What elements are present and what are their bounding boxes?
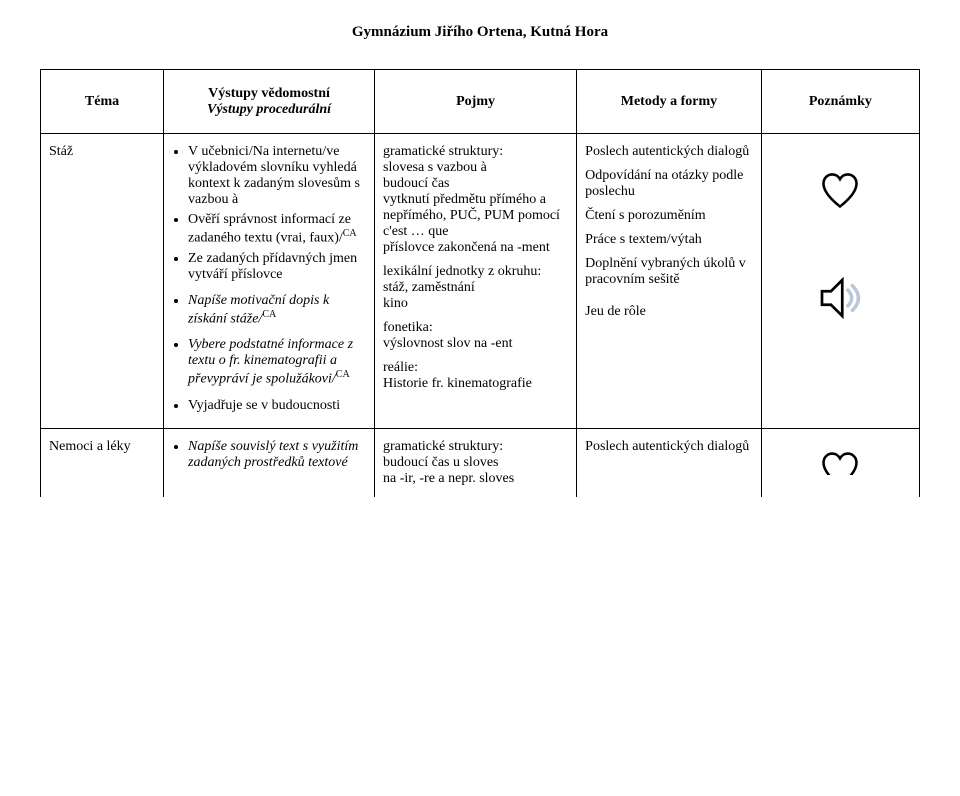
col-vystupy-line2: Výstupy procedurální (172, 102, 366, 118)
text: výslovnost slov na -ent (383, 336, 568, 352)
col-vystupy: Výstupy vědomostní Výstupy procedurální (164, 70, 375, 134)
text: Práce s textem/výtah (585, 232, 753, 248)
list-item: Napíše motivační dopis k získání stáže/C… (188, 293, 366, 328)
superscript: CA (336, 369, 350, 380)
table-row: Stáž V učebnici/Na internetu/ve výkladov… (41, 134, 920, 429)
text: fonetika: (383, 320, 568, 336)
cell-poznamky (761, 134, 919, 429)
text: reálie: (383, 360, 568, 376)
sound-icon (813, 271, 867, 330)
text: Napíše souvislý text s využitím zadaných… (188, 439, 358, 470)
text: gramatické struktury: (383, 439, 568, 455)
list-item: Vybere podstatné informace z textu o fr.… (188, 337, 366, 388)
col-tema: Téma (41, 70, 164, 134)
text: Odpovídání na otázky podle poslechu (585, 168, 753, 200)
text: Vybere podstatné informace z textu o fr.… (188, 337, 353, 387)
page-title: Gymnázium Jiřího Ortena, Kutná Hora (40, 24, 920, 41)
table-header-row: Téma Výstupy vědomostní Výstupy procedur… (41, 70, 920, 134)
list-item: Napíše souvislý text s využitím zadaných… (188, 439, 366, 471)
text: Poslech autentických dialogů (585, 439, 753, 455)
text: Ověří správnost informací ze zadaného te… (188, 212, 351, 246)
list-item: V učebnici/Na internetu/ve výkladovém sl… (188, 144, 366, 208)
cell-tema: Nemoci a léky (41, 428, 164, 497)
text: kino (383, 296, 568, 312)
superscript: CA (262, 309, 276, 320)
list-item: Ověří správnost informací ze zadaného te… (188, 212, 366, 247)
col-pojmy: Pojmy (375, 70, 577, 134)
cell-metody: Poslech autentických dialogů Odpovídání … (577, 134, 762, 429)
text: gramatické struktury: (383, 144, 568, 160)
text: vytknutí předmětu přímého a nepřímého, P… (383, 192, 568, 240)
cell-metody: Poslech autentických dialogů (577, 428, 762, 497)
heart-icon (818, 464, 862, 479)
list-item: Ze zadaných přídavných jmen vytváří přís… (188, 251, 366, 283)
text: Napíše motivační dopis k získání stáže/ (188, 293, 329, 327)
text: příslovce zakončená na -ment (383, 240, 568, 256)
heart-icon (818, 168, 862, 217)
curriculum-table: Téma Výstupy vědomostní Výstupy procedur… (40, 69, 920, 497)
cell-vystupy: Napíše souvislý text s využitím zadaných… (164, 428, 375, 497)
text: na -ir, -re a nepr. sloves (383, 471, 568, 487)
cell-poznamky (761, 428, 919, 497)
table-row: Nemoci a léky Napíše souvislý text s vyu… (41, 428, 920, 497)
text: Jeu de rôle (585, 304, 753, 320)
cell-tema: Stáž (41, 134, 164, 429)
text: budoucí čas (383, 176, 568, 192)
cell-pojmy: gramatické struktury: budoucí čas u slov… (375, 428, 577, 497)
col-metody: Metody a formy (577, 70, 762, 134)
text: Doplnění vybraných úkolů v pracovním seš… (585, 256, 753, 288)
text: stáž, zaměstnání (383, 280, 568, 296)
cell-vystupy: V učebnici/Na internetu/ve výkladovém sl… (164, 134, 375, 429)
text: Poslech autentických dialogů (585, 144, 753, 160)
text: Historie fr. kinematografie (383, 376, 568, 392)
col-vystupy-line1: Výstupy vědomostní (172, 86, 366, 102)
list-item: Vyjadřuje se v budoucnosti (188, 398, 366, 414)
cell-pojmy: gramatické struktury: slovesa s vazbou à… (375, 134, 577, 429)
text: lexikální jednotky z okruhu: (383, 264, 568, 280)
text: Čtení s porozuměním (585, 208, 753, 224)
col-poznamky: Poznámky (761, 70, 919, 134)
text: slovesa s vazbou à (383, 160, 568, 176)
superscript: CA (343, 228, 357, 239)
text: budoucí čas u sloves (383, 455, 568, 471)
